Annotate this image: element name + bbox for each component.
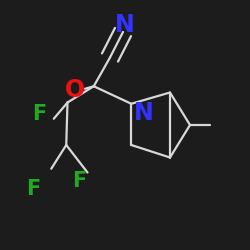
- Text: O: O: [65, 78, 85, 102]
- Text: N: N: [134, 100, 154, 124]
- Text: F: F: [26, 179, 41, 199]
- Text: F: F: [32, 104, 46, 124]
- Text: F: F: [72, 171, 86, 191]
- Text: N: N: [115, 13, 135, 37]
